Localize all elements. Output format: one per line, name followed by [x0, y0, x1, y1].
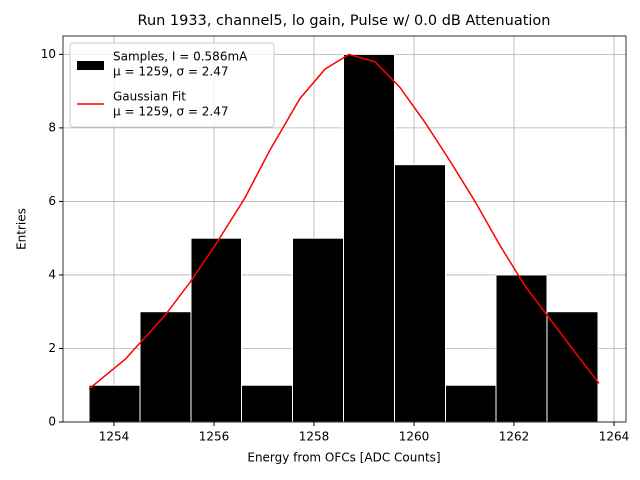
x-tick-label: 1260: [399, 430, 430, 444]
bar: [394, 164, 446, 423]
y-tick-label: 0: [48, 415, 56, 429]
y-tick-label: 8: [48, 120, 56, 134]
legend-stats: μ = 1259, σ = 2.47: [113, 65, 229, 79]
x-tick-label: 1258: [299, 430, 330, 444]
bar: [190, 237, 242, 423]
legend-stats: μ = 1259, σ = 2.47: [113, 105, 229, 119]
marks: [88, 53, 600, 423]
bar: [139, 311, 192, 423]
bar: [343, 53, 395, 423]
y-tick-label: 6: [48, 194, 56, 208]
y-tick-label: 2: [48, 341, 56, 355]
y-tick-label: 4: [48, 267, 56, 281]
legend-label: Samples, I = 0.586mA: [113, 50, 248, 64]
bar: [88, 384, 141, 423]
chart-title: Run 1933, channel5, lo gain, Pulse w/ 0.…: [138, 13, 551, 29]
x-tick-label: 1254: [99, 430, 130, 444]
plot-frame: [62, 35, 627, 423]
x-tick-label: 1262: [499, 430, 530, 444]
x-tick-label: 1264: [599, 430, 630, 444]
bar: [292, 237, 344, 423]
bar: [241, 384, 293, 423]
x-tick-label: 1256: [199, 430, 230, 444]
x-axis-label: Energy from OFCs [ADC Counts]: [247, 451, 440, 465]
legend-swatch: [77, 61, 104, 70]
bar: [495, 274, 548, 423]
bar: [445, 384, 497, 423]
y-tick-label: 10: [41, 47, 56, 61]
bar: [546, 311, 599, 423]
legend-box: [69, 42, 275, 128]
legend-label: Gaussian Fit: [113, 90, 186, 104]
fit-line: [88, 53, 600, 390]
y-axis-label: Entries: [15, 208, 29, 250]
